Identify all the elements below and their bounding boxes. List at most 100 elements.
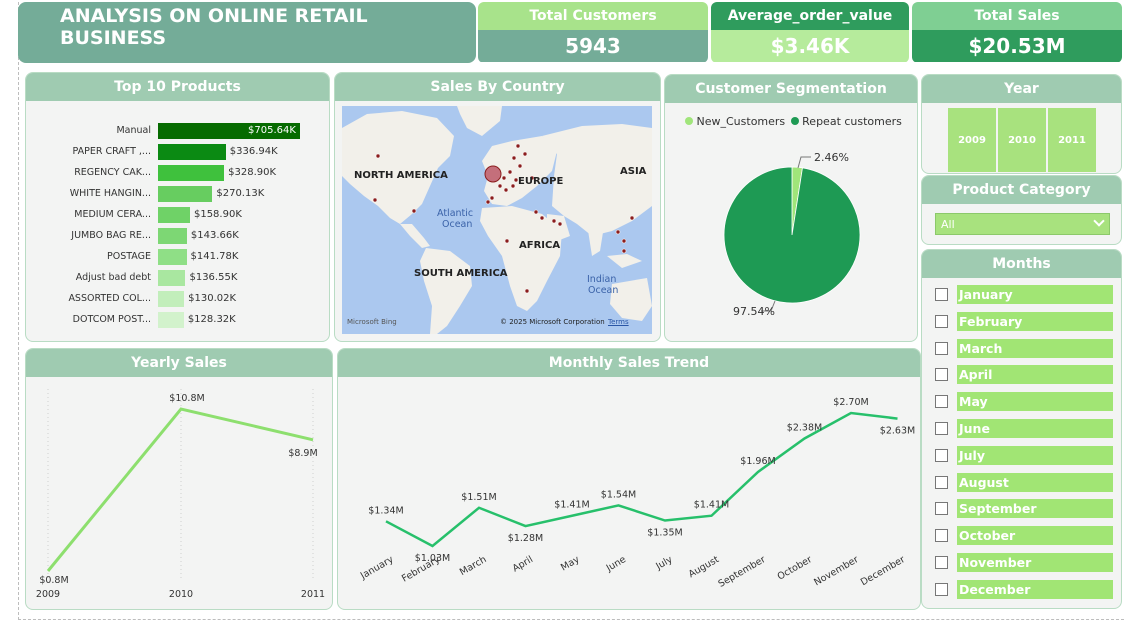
monthly-data-label: $1.35M xyxy=(647,528,682,539)
pie-leader-line xyxy=(797,156,811,169)
month-checkbox[interactable] xyxy=(935,288,948,301)
yearly-tick-label: 2011 xyxy=(301,589,325,600)
month-label: May xyxy=(957,392,1113,412)
legend-new-customers[interactable]: New_Customers xyxy=(696,115,786,128)
product-bar[interactable] xyxy=(158,270,186,286)
product-bar[interactable] xyxy=(158,249,187,265)
legend-repeat-customers[interactable]: Repeat customers xyxy=(802,115,902,128)
month-checkbox[interactable] xyxy=(935,314,948,328)
month-option-september[interactable]: September xyxy=(935,499,1113,519)
month-label: June xyxy=(957,419,1113,438)
yearly-data-label: $10.8M xyxy=(169,393,204,404)
year-option-2011[interactable]: 2011 xyxy=(1048,108,1096,172)
product-category-card: Product Category All xyxy=(921,175,1122,245)
product-value-label: $270.13K xyxy=(216,188,265,199)
product-bar[interactable] xyxy=(158,165,225,181)
monthly-data-label: $2.70M xyxy=(833,397,868,408)
month-option-august[interactable]: August xyxy=(935,472,1113,492)
month-checkbox[interactable] xyxy=(935,582,948,596)
month-option-march[interactable]: March xyxy=(935,338,1113,358)
month-label: April xyxy=(957,365,1113,385)
month-option-february[interactable]: February xyxy=(935,311,1113,331)
product-label: REGENCY CAK... xyxy=(74,167,151,178)
dashboard-frame xyxy=(18,2,1124,620)
product-label: WHITE HANGIN... xyxy=(69,188,151,199)
month-checkbox[interactable] xyxy=(935,395,948,409)
year-slicer-title: Year xyxy=(922,75,1121,103)
product-bar[interactable] xyxy=(158,144,226,160)
product-label: ASSORTED COL... xyxy=(68,293,151,304)
top-products-card: Top 10 Products Manual $705.64K PAPER CRAF… xyxy=(25,72,330,342)
world-map[interactable]: NORTH AMERICA EUROPE ASIA Atlantic Ocean… xyxy=(342,106,652,334)
world-map-svg xyxy=(342,106,652,334)
kpi-total-sales[interactable]: Total Sales $20.53M xyxy=(912,2,1122,63)
month-label: December xyxy=(957,579,1113,599)
kpi-total-customers-label: Total Customers xyxy=(478,2,708,30)
month-label: February xyxy=(957,311,1113,331)
yearly-sales-chart: $0.8M 2009 $10.8M 2010 $8.9M 2011 xyxy=(36,389,325,600)
map-label-indian-2: Ocean xyxy=(588,285,619,296)
category-dropdown[interactable]: All xyxy=(935,213,1110,235)
kpi-average-order-value[interactable]: Average_order_value $3.46K xyxy=(711,2,909,63)
kpi-average-order-value-label: Average_order_value xyxy=(711,2,909,30)
month-label: September xyxy=(957,499,1113,519)
map-label-south-america: SOUTH AMERICA xyxy=(414,268,508,279)
kpi-total-sales-value: $20.53M xyxy=(912,30,1122,62)
map-terms-link[interactable]: Terms xyxy=(608,318,629,326)
product-value-label: $336.94K xyxy=(229,146,278,157)
pie-slice[interactable] xyxy=(723,166,861,304)
pie-label-new: 2.46% xyxy=(814,151,849,164)
pie-legend: New_Customers Repeat customers xyxy=(685,115,902,128)
monthly-tick-label: December xyxy=(859,554,907,588)
monthly-data-label: $2.38M xyxy=(787,422,822,433)
month-label: August xyxy=(957,472,1113,492)
month-checkbox[interactable] xyxy=(935,341,948,355)
months-slicer-title: Months xyxy=(922,250,1121,278)
yearly-sales-card: Yearly Sales $0.8M 2009 $10.8M 2010 $8.9M 201… xyxy=(25,348,333,610)
product-bar[interactable] xyxy=(158,312,184,328)
year-option-2010[interactable]: 2010 xyxy=(998,108,1046,172)
month-option-october[interactable]: October xyxy=(935,526,1113,546)
month-option-november[interactable]: November xyxy=(935,553,1113,572)
month-label: July xyxy=(957,445,1113,465)
month-option-january[interactable]: January xyxy=(935,285,1113,304)
month-option-july[interactable]: July xyxy=(935,445,1113,465)
month-option-april[interactable]: April xyxy=(935,365,1113,385)
product-bar[interactable] xyxy=(158,228,187,244)
product-label: POSTAGE xyxy=(107,251,151,262)
month-checkbox[interactable] xyxy=(935,475,948,489)
monthly-data-label: $1.41M xyxy=(694,500,729,511)
kpi-total-customers[interactable]: Total Customers 5943 xyxy=(478,2,708,63)
product-bar[interactable] xyxy=(158,291,185,307)
product-label: DOTCOM POST... xyxy=(72,314,151,325)
product-bar[interactable] xyxy=(158,123,300,139)
month-label: October xyxy=(957,526,1113,546)
month-checkbox[interactable] xyxy=(935,448,948,462)
month-option-december[interactable]: December xyxy=(935,579,1113,599)
month-option-may[interactable]: May xyxy=(935,392,1113,412)
customer-segmentation-card: Customer Segmentation New_Customers Repe… xyxy=(664,74,918,342)
top-products-title: Top 10 Products xyxy=(26,73,329,101)
month-checkbox[interactable] xyxy=(935,556,948,569)
product-bar[interactable] xyxy=(158,186,213,202)
kpi-total-customers-value: 5943 xyxy=(478,30,708,62)
monthly-sales-line[interactable] xyxy=(385,411,898,548)
month-checkbox[interactable] xyxy=(935,502,948,516)
product-bar[interactable] xyxy=(158,207,190,223)
monthly-tick-label: October xyxy=(776,554,815,583)
month-checkbox[interactable] xyxy=(935,422,948,435)
month-label: March xyxy=(957,338,1113,358)
month-option-june[interactable]: June xyxy=(935,419,1113,438)
monthly-tick-label: September xyxy=(717,554,768,590)
monthly-data-label: $1.54M xyxy=(601,489,636,500)
bing-logo: Microsoft Bing xyxy=(347,318,397,326)
month-checkbox[interactable] xyxy=(935,368,948,382)
year-option-2009[interactable]: 2009 xyxy=(948,108,996,172)
customer-segmentation-title: Customer Segmentation xyxy=(665,75,917,103)
product-value-label: $136.55K xyxy=(189,272,238,283)
legend-dot-repeat xyxy=(790,117,799,125)
monthly-tick-label: August xyxy=(687,554,722,580)
month-checkbox[interactable] xyxy=(935,529,948,543)
pie-leader-line xyxy=(761,300,776,312)
yearly-sales-line[interactable] xyxy=(46,407,314,572)
